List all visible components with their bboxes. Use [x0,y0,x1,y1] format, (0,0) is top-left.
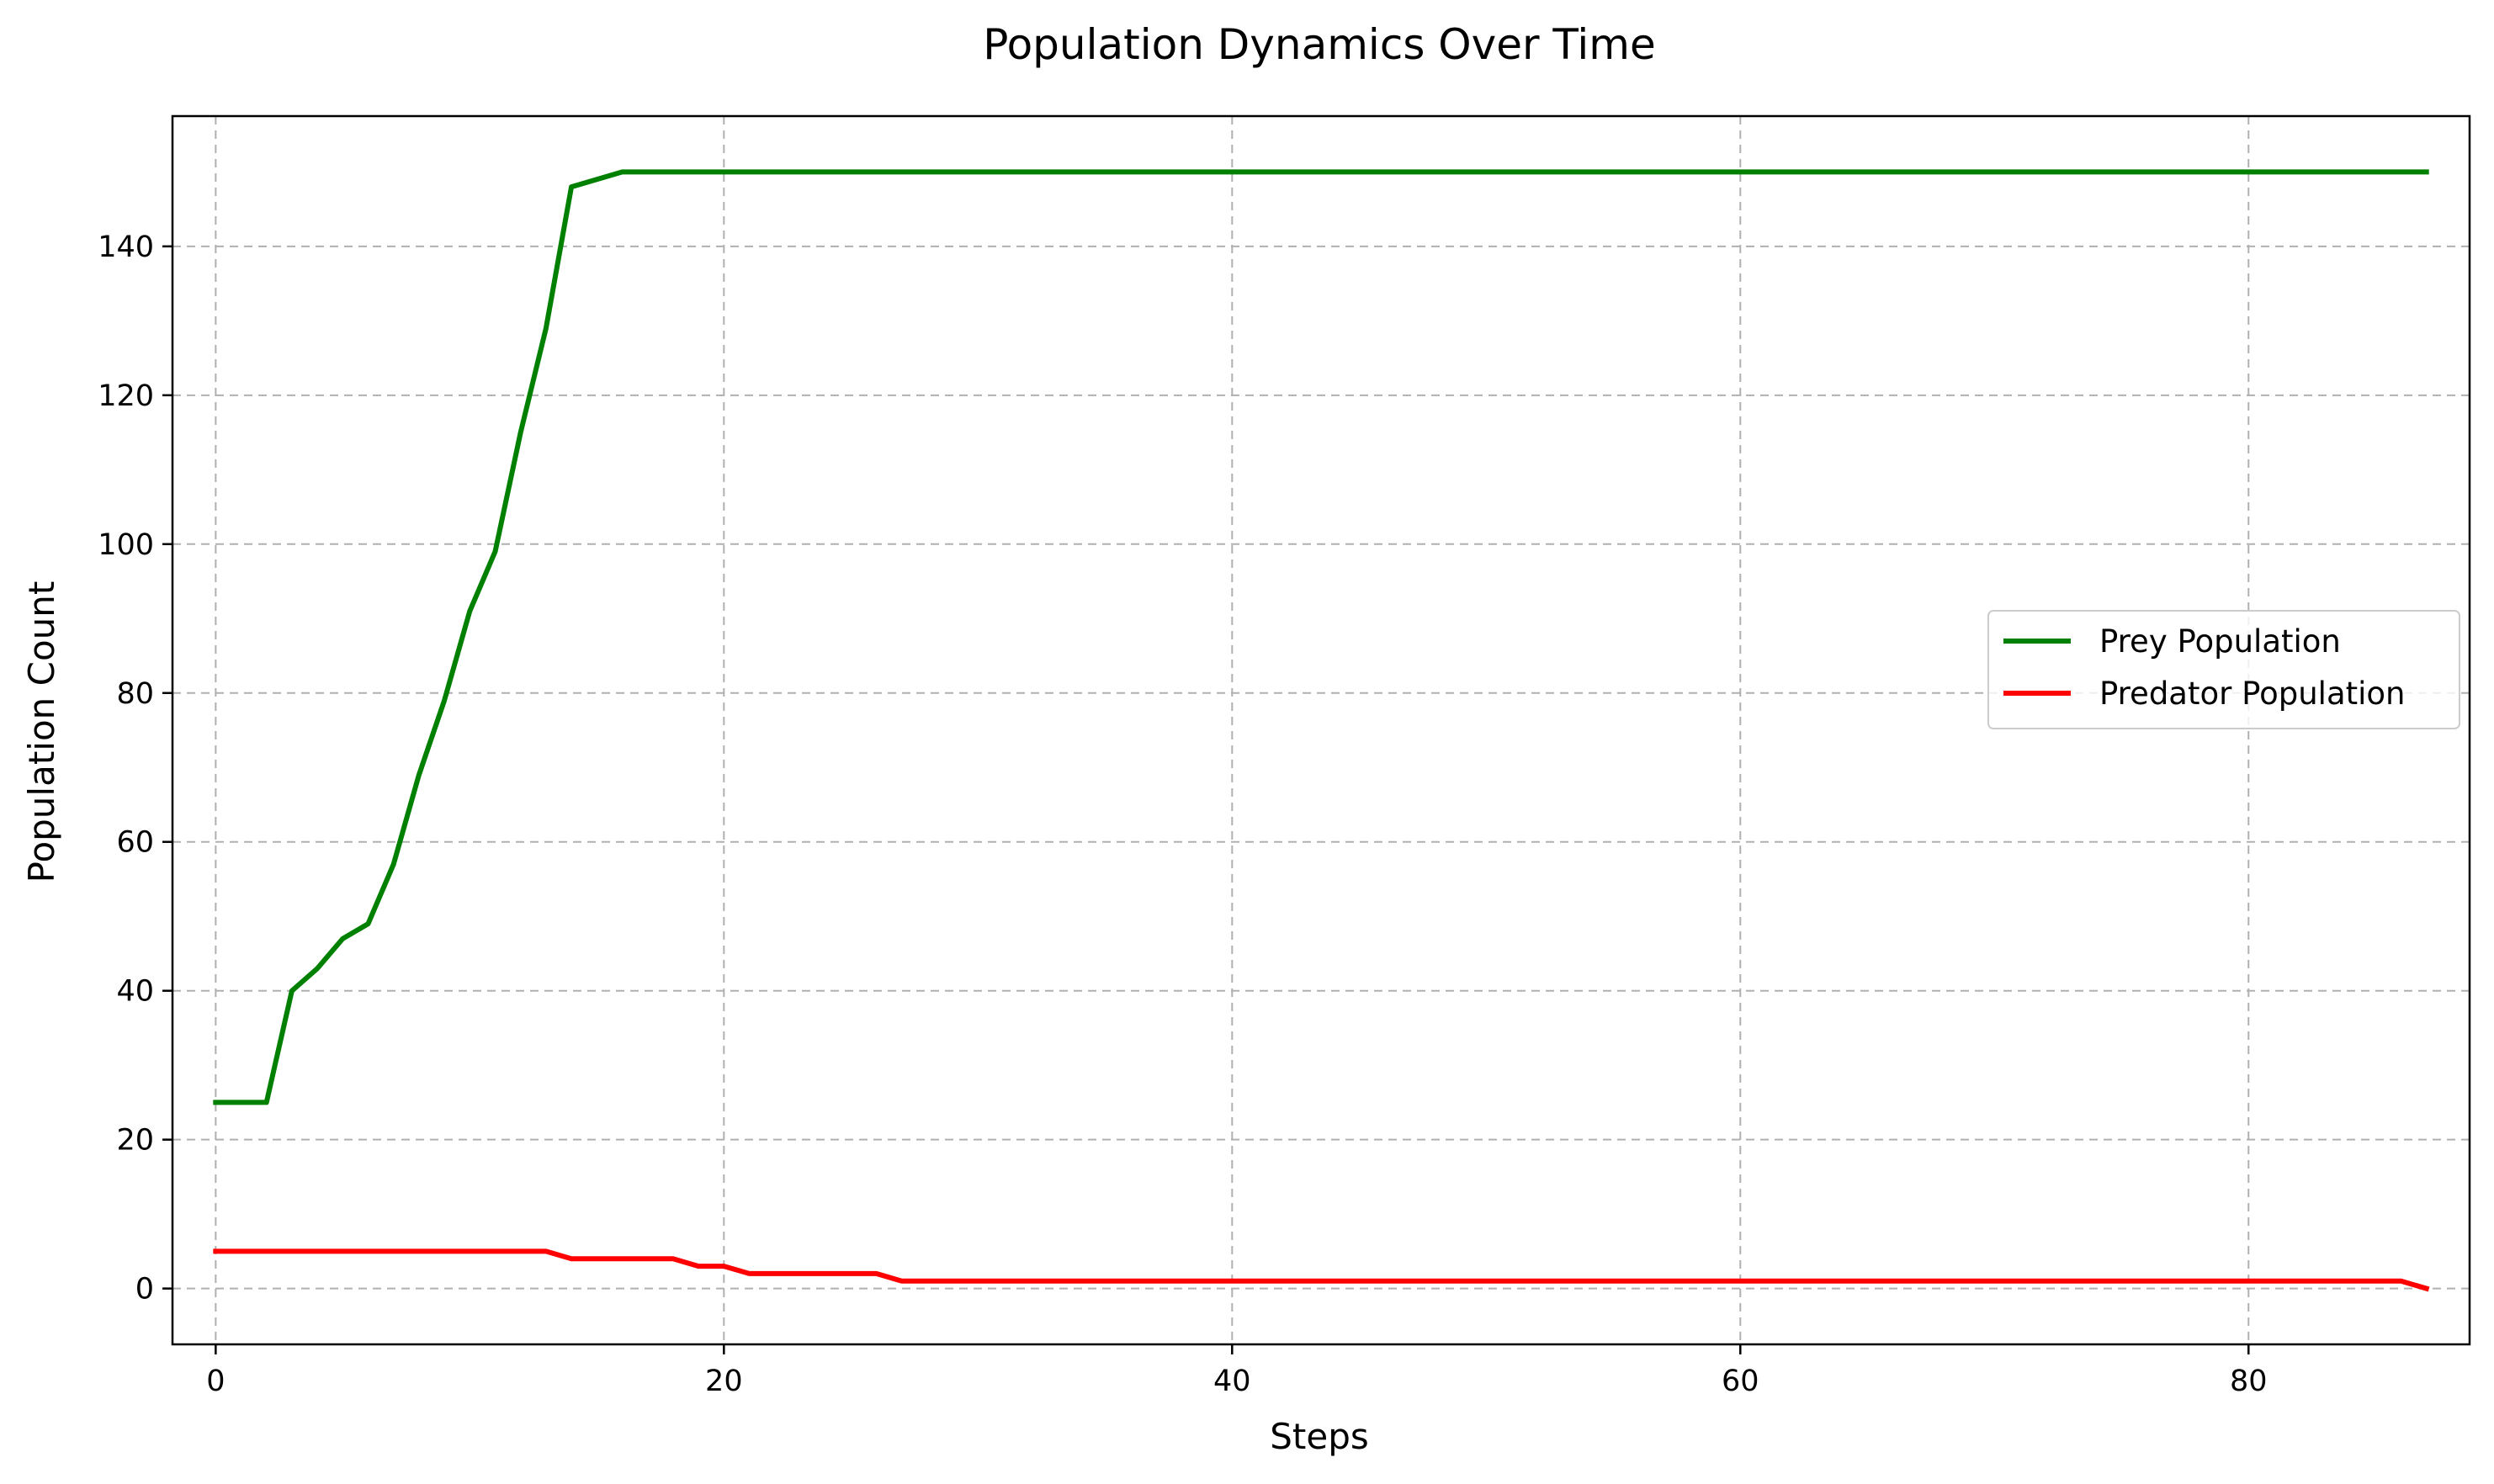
axis-ticks: 0 20 40 60 80 0 20 40 60 80 100 120 140 [98,231,2267,1398]
chart-title: Population Dynamics Over Time [983,20,1656,69]
y-tick-label: 0 [135,1273,154,1306]
x-tick-label: 60 [1722,1365,1759,1398]
legend-box [1987,610,2460,729]
y-tick-label: 20 [116,1124,154,1158]
y-tick-label: 120 [98,379,154,413]
y-axis-label: Population Count [21,581,62,883]
series-lines [213,169,2430,1292]
legend: Prey Population Predator Population [1987,610,2460,729]
y-tick-label: 80 [116,677,154,711]
y-tick-label: 40 [116,975,154,1009]
x-tick-label: 20 [705,1365,743,1398]
y-tick-label: 60 [116,826,154,860]
x-tick-label: 80 [2230,1365,2268,1398]
legend-label: Prey Population [2099,623,2341,660]
series-line-predator-population [213,1248,2430,1292]
grid [172,116,2470,1344]
x-axis-label: Steps [1270,1416,1369,1457]
x-tick-label: 40 [1213,1365,1251,1398]
y-tick-label: 100 [98,528,154,562]
y-tick-label: 140 [98,231,154,264]
legend-label: Predator Population [2099,676,2406,712]
plot-area-frame [171,114,2471,1346]
series-line-prey-population [213,169,2429,1105]
x-tick-label: 0 [206,1365,225,1398]
